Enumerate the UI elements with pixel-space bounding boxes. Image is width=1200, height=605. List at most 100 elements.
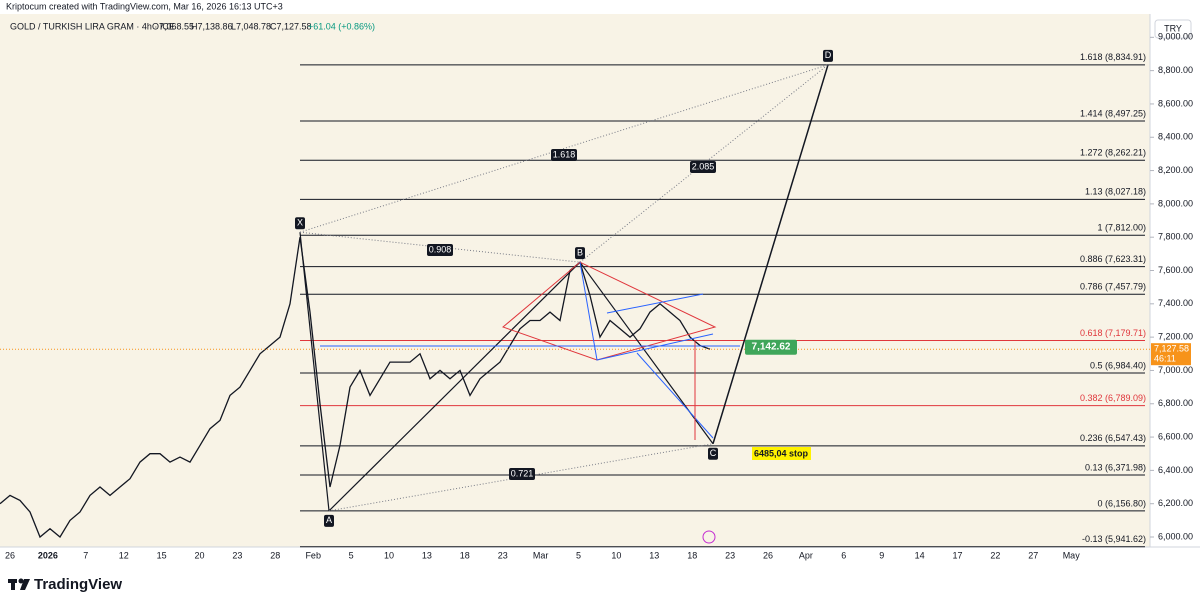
y-tick-label: 8,400.00 <box>1158 132 1193 142</box>
ohlc-close: C7,127.58 <box>270 21 312 31</box>
stop-box <box>752 447 811 460</box>
pattern-point-label: D <box>825 50 832 60</box>
x-tick-label: 9 <box>879 550 884 560</box>
pattern-leg <box>712 64 829 444</box>
fib-label: 0.13 (6,371.98) <box>1085 462 1146 472</box>
countdown: 46:11 <box>1154 354 1176 364</box>
pattern-leg <box>299 232 330 511</box>
y-tick-label: 6,400.00 <box>1158 465 1193 475</box>
x-tick-label: 23 <box>725 550 735 560</box>
pattern-point-label: B <box>577 248 583 258</box>
x-tick-label: 6 <box>841 550 846 560</box>
ratio-box <box>427 244 453 256</box>
pattern-point-label: A <box>326 515 332 525</box>
ratio-label: 0.908 <box>429 244 452 254</box>
x-tick-label: 17 <box>952 550 962 560</box>
y-tick-label: 8,600.00 <box>1158 98 1193 108</box>
fib-label: 0.618 (7,179.71) <box>1080 328 1146 338</box>
x-tick-label: 13 <box>422 550 432 560</box>
fib-label: 0.236 (6,547.43) <box>1080 433 1146 443</box>
fib-label: 0.886 (7,623.31) <box>1080 254 1146 264</box>
ohlc-change: +61.04 (+0.86%) <box>308 21 375 31</box>
x-tick-label: 20 <box>194 550 204 560</box>
ratio-label: 0.721 <box>511 468 534 478</box>
x-tick-label: 27 <box>1028 550 1038 560</box>
fib-label: 0.382 (6,789.09) <box>1080 393 1146 403</box>
x-tick-label: 23 <box>232 550 242 560</box>
x-tick-label: 23 <box>498 550 508 560</box>
y-tick-label: 7,000.00 <box>1158 365 1193 375</box>
x-tick-label: Apr <box>799 550 813 560</box>
x-tick-label: 22 <box>990 550 1000 560</box>
logo: TradingView <box>34 576 122 593</box>
y-tick-label: 8,800.00 <box>1158 65 1193 75</box>
pattern-point-box <box>575 247 585 260</box>
x-tick-label: 15 <box>157 550 167 560</box>
y-tick-label: 6,000.00 <box>1158 531 1193 541</box>
logo-icon <box>8 578 30 590</box>
ratio-label: 1.618 <box>553 149 576 159</box>
ratio-box <box>690 161 716 173</box>
fib-label: 0.5 (6,984.40) <box>1090 360 1146 370</box>
plot-area <box>0 14 1150 547</box>
x-tick-label: 7 <box>83 550 88 560</box>
target-box <box>745 339 797 355</box>
ratio-box <box>551 149 577 161</box>
pattern-point-box <box>324 514 334 527</box>
y-tick-label: 9,000.00 <box>1158 32 1193 42</box>
ratio-line <box>328 443 714 512</box>
target-label: 7,142.62 <box>752 341 791 352</box>
x-tick-label: Mar <box>533 550 549 560</box>
credit: Kriptocum created with TradingView.com, … <box>6 1 283 11</box>
pattern-point-box <box>823 49 833 62</box>
ratio-label: 2.085 <box>692 161 715 171</box>
fib-label: 1.272 (8,262.21) <box>1080 148 1146 158</box>
pattern-point-box <box>295 217 305 230</box>
last-price-label: 7,127.58 <box>1154 344 1189 354</box>
ratio-line <box>299 64 829 233</box>
x-tick-label: Feb <box>305 550 321 560</box>
y-tick-label: 6,600.00 <box>1158 431 1193 441</box>
currency: TRY <box>1164 23 1182 33</box>
currency-box <box>1154 19 1192 39</box>
y-tick-label: 6,200.00 <box>1158 498 1193 508</box>
blue-wedge <box>320 262 740 439</box>
y-tick-label: 8,200.00 <box>1158 165 1193 175</box>
fib-label: 1.618 (8,834.91) <box>1080 52 1146 62</box>
pattern-point-box <box>708 447 718 460</box>
x-tick-label: 26 <box>763 550 773 560</box>
x-tick-label: 5 <box>576 550 581 560</box>
y-tick-label: 6,800.00 <box>1158 398 1193 408</box>
red-diamond <box>502 261 717 361</box>
fib-label: -0.13 (5,941.62) <box>1082 534 1146 544</box>
x-tick-label: 18 <box>460 550 470 560</box>
x-tick-label: 28 <box>270 550 280 560</box>
x-tick-label: 26 <box>5 550 15 560</box>
x-tick-label: 14 <box>915 550 925 560</box>
x-tick-label: 10 <box>384 550 394 560</box>
x-tick-label: 5 <box>349 550 354 560</box>
y-tick-label: 8,000.00 <box>1158 198 1193 208</box>
x-tick-label: 12 <box>119 550 129 560</box>
event-icon <box>702 530 716 544</box>
ohlc-high: H7,138.86 <box>191 21 233 31</box>
ratio-box <box>509 468 535 480</box>
ratio-line <box>579 64 829 263</box>
price-line <box>0 237 711 539</box>
pattern-point-label: X <box>297 218 303 228</box>
x-tick-label: 13 <box>649 550 659 560</box>
last-price-tag <box>1151 343 1191 366</box>
fib-label: 1.414 (8,497.25) <box>1080 108 1146 118</box>
stop-label: 6485,04 stop <box>754 448 809 458</box>
ohlc-open: O7,068.55 <box>152 21 194 31</box>
fib-label: 1.13 (8,027.18) <box>1085 187 1146 197</box>
x-tick-label: 18 <box>687 550 697 560</box>
y-tick-label: 7,600.00 <box>1158 265 1193 275</box>
pattern-leg <box>328 261 581 512</box>
fib-label: 0.786 (7,457.79) <box>1080 282 1146 292</box>
ohlc-low: L7,048.78 <box>231 21 271 31</box>
y-tick-label: 7,200.00 <box>1158 332 1193 342</box>
x-tick-label: 2026 <box>38 550 58 560</box>
fib-label: 1 (7,812.00) <box>1097 223 1146 233</box>
